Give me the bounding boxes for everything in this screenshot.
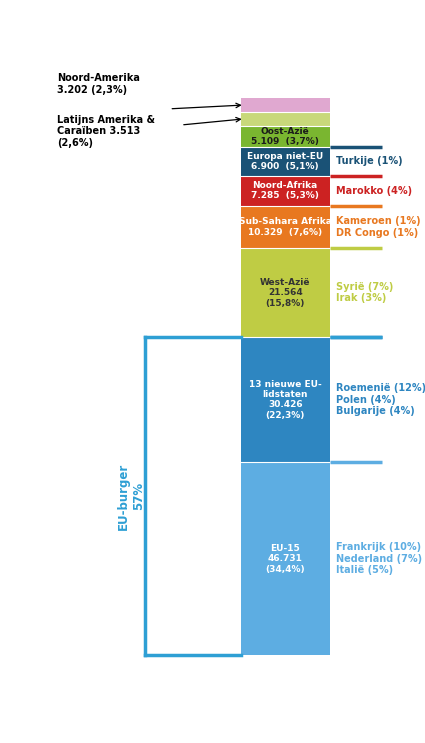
Text: Europa niet-EU
6.900  (5,1%): Europa niet-EU 6.900 (5,1%): [247, 152, 323, 171]
Text: EU-burger
57%: EU-burger 57%: [116, 462, 144, 530]
Bar: [241, 147, 330, 175]
Text: Oost-Azië
5.109  (3,7%): Oost-Azië 5.109 (3,7%): [251, 127, 319, 146]
Text: West-Azië
21.564
(15,8%): West-Azië 21.564 (15,8%): [260, 278, 311, 308]
Bar: [241, 126, 330, 147]
Bar: [241, 98, 330, 111]
Text: EU-15
46.731
(34,4%): EU-15 46.731 (34,4%): [266, 544, 305, 574]
Text: 13 nieuwe EU-
lidstaten
30.426
(22,3%): 13 nieuwe EU- lidstaten 30.426 (22,3%): [249, 380, 322, 420]
Bar: [241, 175, 330, 206]
Text: Roemenië (12%)
Polen (4%)
Bulgarije (4%): Roemenië (12%) Polen (4%) Bulgarije (4%): [336, 383, 425, 416]
Text: Noord-Amerika
3.202 (2,3%): Noord-Amerika 3.202 (2,3%): [57, 73, 140, 94]
Text: Syrië (7%)
Irak (3%): Syrië (7%) Irak (3%): [336, 282, 394, 303]
Text: Marokko (4%): Marokko (4%): [336, 186, 412, 195]
Text: Frankrijk (10%)
Nederland (7%)
Italië (5%): Frankrijk (10%) Nederland (7%) Italië (5…: [336, 542, 422, 575]
Text: Kameroen (1%)
DR Congo (1%): Kameroen (1%) DR Congo (1%): [336, 216, 421, 238]
Text: Noord-Afrika
7.285  (5,3%): Noord-Afrika 7.285 (5,3%): [251, 181, 319, 201]
Text: Turkije (1%): Turkije (1%): [336, 156, 402, 166]
Text: Sub-Sahara Afrika
10.329  (7,6%): Sub-Sahara Afrika 10.329 (7,6%): [239, 217, 332, 236]
Bar: [241, 337, 330, 462]
Bar: [241, 206, 330, 248]
Bar: [241, 248, 330, 337]
Bar: [241, 111, 330, 126]
Text: Latijns Amerika &
Caraïben 3.513
(2,6%): Latijns Amerika & Caraïben 3.513 (2,6%): [57, 114, 155, 148]
Bar: [241, 462, 330, 655]
